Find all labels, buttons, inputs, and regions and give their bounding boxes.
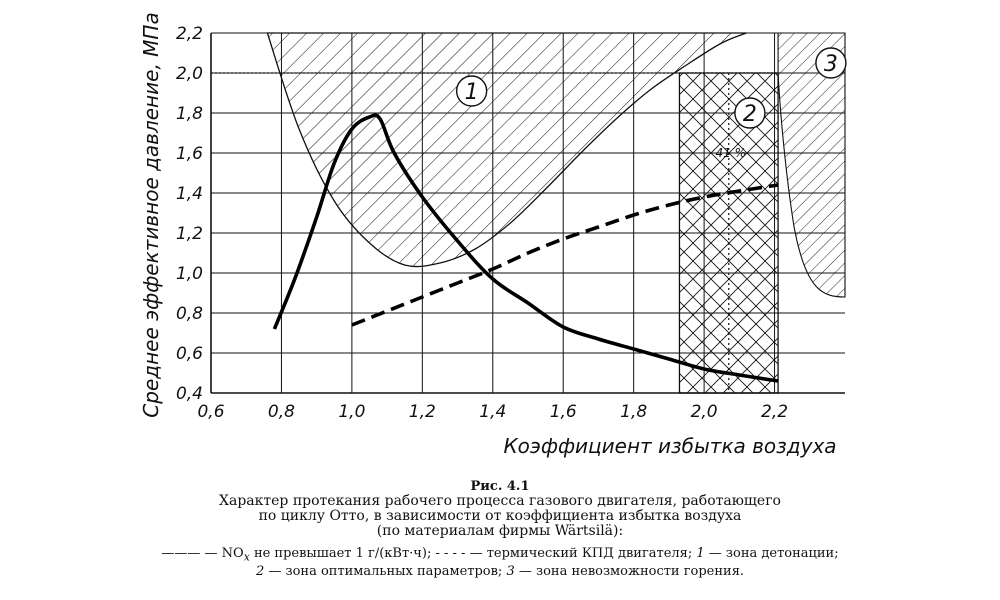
zone-label-circle <box>734 97 766 129</box>
zone-1-label: 1 <box>455 75 488 107</box>
y-tick-label: 2,0 <box>176 64 203 84</box>
y-tick-label: 1,0 <box>176 264 203 284</box>
y-tick-label: 2,2 <box>176 24 203 44</box>
legend-zone2-text: — зона оптимальных параметров; <box>264 564 507 579</box>
legend-dashed-marker: - - - - <box>435 546 466 561</box>
x-tick-label: 2,0 <box>691 402 718 422</box>
legend-zone1-text: — зона детонации; <box>704 546 839 561</box>
zone-1-detonation <box>266 32 747 268</box>
figure-number: Рис. 4.1 <box>470 479 530 494</box>
x-tick-label: 1,0 <box>338 402 365 422</box>
legend-zone3-number: 3 <box>506 564 515 579</box>
y-tick-label: 0,4 <box>176 384 203 404</box>
zone-2-label: 2 <box>734 97 766 129</box>
x-tick-label: 1,6 <box>550 402 577 422</box>
zones-layer <box>266 32 846 394</box>
zone-label-circle <box>815 47 847 79</box>
x-tick-label: 2,2 <box>761 402 788 422</box>
zone-3-no-combustion <box>777 32 846 298</box>
chart: 0,6 0,8 1,0 1,2 1,4 1,6 1,8 2,0 2,20,40,60,81,01… <box>139 12 847 458</box>
x-tick-label: 0,8 <box>268 402 295 422</box>
series-layer <box>272 113 779 383</box>
caption-line-3: (по материалам фирмы Wärtsilä): <box>376 523 624 539</box>
x-tick-label: 1,4 <box>479 402 506 422</box>
y-axis-title: Среднее эффективное давление, МПа <box>139 12 163 417</box>
legend-zone3-text: — зона невозможности горения. <box>514 564 745 579</box>
grid-layer: 0,6 0,8 1,0 1,2 1,4 1,6 1,8 2,0 2,20,40,60,81,01… <box>176 24 845 422</box>
x-tick-label: 1,2 <box>409 402 436 422</box>
legend-efficiency-text: — термический КПД двигателя; <box>465 546 697 561</box>
reference-lines <box>211 72 779 393</box>
efficiency-annotation: 41 % <box>716 146 747 160</box>
legend-line-2: 2 — зона оптимальных параметров; 3 — зон… <box>0 563 1000 581</box>
legend-nox-sub: x <box>243 550 250 564</box>
caption-line-1: Характер протекания рабочего процесса га… <box>219 493 781 509</box>
y-tick-label: 1,6 <box>176 144 203 164</box>
efficiency-curve <box>351 183 779 327</box>
zone-label-circle <box>455 75 488 107</box>
y-tick-label: 0,8 <box>176 304 203 324</box>
label-layer: 1 2 3 41 % <box>455 47 847 160</box>
legend-zone2-number: 2 <box>255 564 265 579</box>
legend-nox: NO <box>221 546 244 561</box>
legend-solid-marker: ——— <box>161 546 201 561</box>
y-tick-label: 1,4 <box>176 184 203 204</box>
x-axis-title: Коэффициент избытка воздуха <box>503 434 836 458</box>
legend-dash: — <box>200 546 222 561</box>
x-tick-label: 1,8 <box>620 402 647 422</box>
figure-caption: Характер протекания рабочего процесса га… <box>0 494 1000 539</box>
y-tick-label: 1,8 <box>176 104 203 124</box>
y-tick-label: 0,6 <box>176 344 203 364</box>
x-tick-label: 0,6 <box>197 402 224 422</box>
legend-nox-text: не превышает 1 г/(кВт·ч); <box>249 546 436 561</box>
y-tick-label: 1,2 <box>176 224 203 244</box>
legend-zone1-number: 1 <box>696 546 705 561</box>
legend-line-1: ——— — NOx не превышает 1 г/(кВт·ч); - - … <box>0 545 1000 567</box>
zone-label-number: 3 <box>824 52 838 77</box>
zone-3-label: 3 <box>815 47 847 79</box>
zone-label-number: 2 <box>743 102 757 127</box>
zone-label-number: 1 <box>465 80 479 105</box>
caption-line-2: по циклу Отто, в зависимости от коэффици… <box>258 508 742 524</box>
nox-curve <box>272 113 779 383</box>
